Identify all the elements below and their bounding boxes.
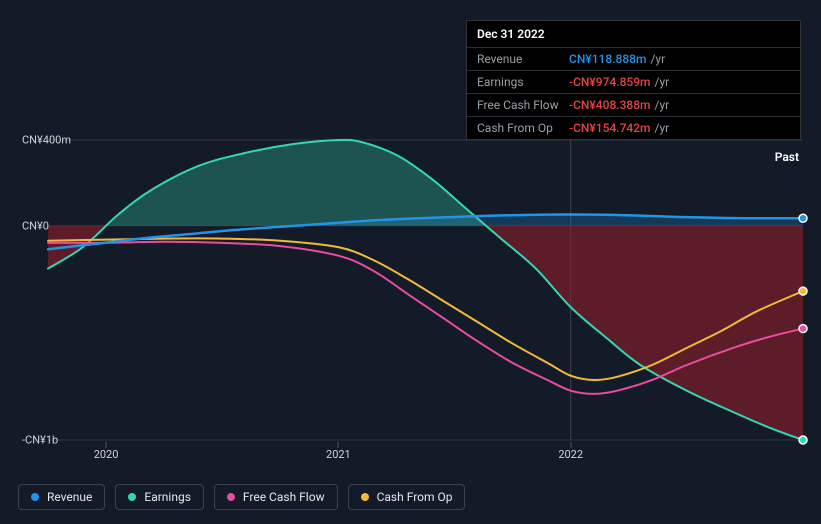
x-tick-label: 2021 (326, 448, 351, 461)
tooltip-row-unit: /yr (655, 98, 670, 112)
revenue-marker (799, 214, 807, 222)
tooltip-row: Free Cash Flow-CN¥408.388m /yr (467, 93, 800, 116)
tooltip-row-label: Revenue (477, 52, 569, 66)
x-tick-label: 2020 (94, 448, 119, 461)
fcf-marker (799, 325, 807, 333)
legend-dot (31, 493, 39, 501)
tooltip-row-label: Earnings (477, 75, 569, 89)
legend-label: Cash From Op (377, 490, 453, 504)
tooltip-card: Dec 31 2022 RevenueCN¥118.888m /yrEarnin… (466, 20, 801, 140)
tooltip-title: Dec 31 2022 (467, 21, 800, 47)
legend-item-revenue[interactable]: Revenue (18, 484, 105, 510)
legend-item-cfo[interactable]: Cash From Op (348, 484, 466, 510)
tooltip-row-value: -CN¥154.742m (569, 121, 651, 135)
legend-label: Free Cash Flow (243, 490, 325, 504)
chart-area: Past CN¥400mCN¥0-CN¥1b 202020212022 (0, 120, 821, 480)
legend-dot (227, 493, 235, 501)
x-tick-label: 2022 (558, 448, 583, 461)
tooltip-row: RevenueCN¥118.888m /yr (467, 47, 800, 70)
legend-dot (128, 493, 136, 501)
legend-label: Earnings (144, 490, 191, 504)
legend-item-fcf[interactable]: Free Cash Flow (214, 484, 338, 510)
tooltip-row-value: -CN¥974.859m (569, 75, 651, 89)
tooltip-row-value: -CN¥408.388m (569, 98, 651, 112)
y-tick-label: CN¥400m (22, 134, 71, 147)
chart-svg[interactable] (48, 140, 803, 440)
tooltip-row-label: Cash From Op (477, 121, 569, 135)
y-tick-label: -CN¥1b (22, 434, 58, 447)
earnings-marker (799, 436, 807, 444)
legend-label: Revenue (47, 490, 92, 504)
tooltip-row-unit: /yr (655, 121, 670, 135)
tooltip-row-unit: /yr (650, 52, 665, 66)
tooltip-row: Cash From Op-CN¥154.742m /yr (467, 116, 800, 139)
tooltip-row-value: CN¥118.888m (569, 52, 646, 66)
legend-item-earnings[interactable]: Earnings (115, 484, 204, 510)
tooltip-row-unit: /yr (655, 75, 670, 89)
y-tick-label: CN¥0 (22, 219, 49, 232)
tooltip-row-label: Free Cash Flow (477, 98, 569, 112)
tooltip-row: Earnings-CN¥974.859m /yr (467, 70, 800, 93)
legend-dot (361, 493, 369, 501)
cfo-marker (799, 287, 807, 295)
legend: Revenue Earnings Free Cash Flow Cash From O… (18, 484, 465, 510)
x-axis-ticks: 2020 2021 2022 (48, 446, 803, 466)
